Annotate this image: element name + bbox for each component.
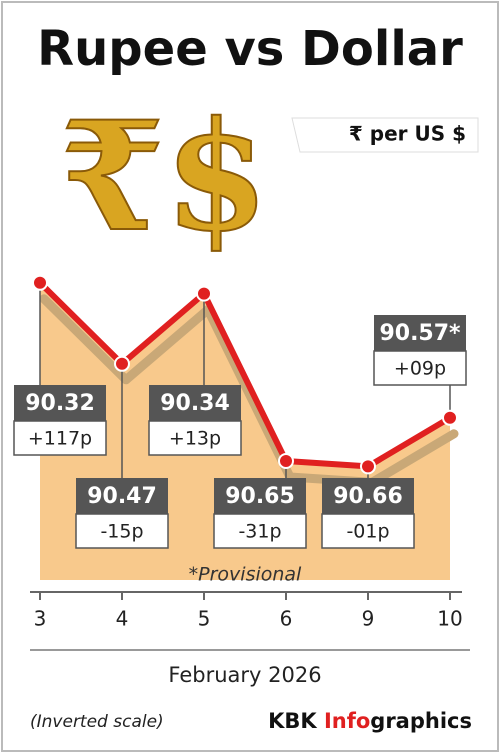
x-tick-label: 5 — [198, 607, 211, 631]
note: (Inverted scale) — [30, 712, 164, 732]
x-tick-label: 9 — [362, 607, 375, 631]
change-box — [321, 513, 415, 549]
change-label: +13p — [169, 428, 221, 450]
source-part: Info — [324, 709, 370, 733]
value-label: 90.66 — [333, 484, 403, 509]
value-box — [322, 478, 414, 514]
change-box — [213, 513, 307, 549]
currency-icons: ₹$ — [60, 89, 269, 265]
value-box — [14, 385, 106, 421]
change-box — [373, 350, 467, 386]
line — [37, 280, 452, 470]
source: KBK Infographics — [268, 709, 472, 733]
chart-title: Rupee vs Dollar — [37, 21, 463, 77]
source-part: graphics — [370, 709, 472, 733]
value-box — [214, 478, 306, 514]
value-label: 90.47 — [87, 484, 157, 509]
source-part: KBK — [268, 709, 324, 733]
change-label: +117p — [28, 428, 92, 450]
x-tick-label: 6 — [280, 607, 293, 631]
value-label: 90.57* — [379, 321, 461, 346]
change-label: -31p — [238, 521, 281, 543]
value-box — [149, 385, 241, 421]
subtitle-tag — [291, 117, 479, 153]
change-box — [13, 420, 107, 456]
point — [360, 458, 376, 475]
value-label: 90.32 — [25, 391, 95, 416]
change-box — [148, 420, 242, 456]
line-shadow — [39, 294, 459, 487]
change-label: -15p — [100, 521, 143, 543]
value-label: 90.34 — [160, 391, 230, 416]
change-box — [75, 513, 169, 549]
change-label: +09p — [394, 358, 446, 380]
x-tick-label: 4 — [116, 607, 129, 631]
x-tick-label: 3 — [34, 607, 47, 631]
point — [196, 285, 212, 302]
x-tick-label: 10 — [437, 607, 462, 631]
value-box — [374, 315, 466, 351]
x-axis-label: February 2026 — [168, 663, 321, 687]
change-label: -01p — [346, 521, 389, 543]
value-box — [76, 478, 168, 514]
value-label: 90.65 — [225, 484, 295, 509]
point — [442, 409, 458, 426]
point — [114, 355, 130, 372]
annotation: *Provisional — [189, 564, 302, 586]
subtitle: ₹ per US $ — [349, 122, 466, 146]
point — [278, 453, 294, 469]
point — [32, 274, 48, 291]
